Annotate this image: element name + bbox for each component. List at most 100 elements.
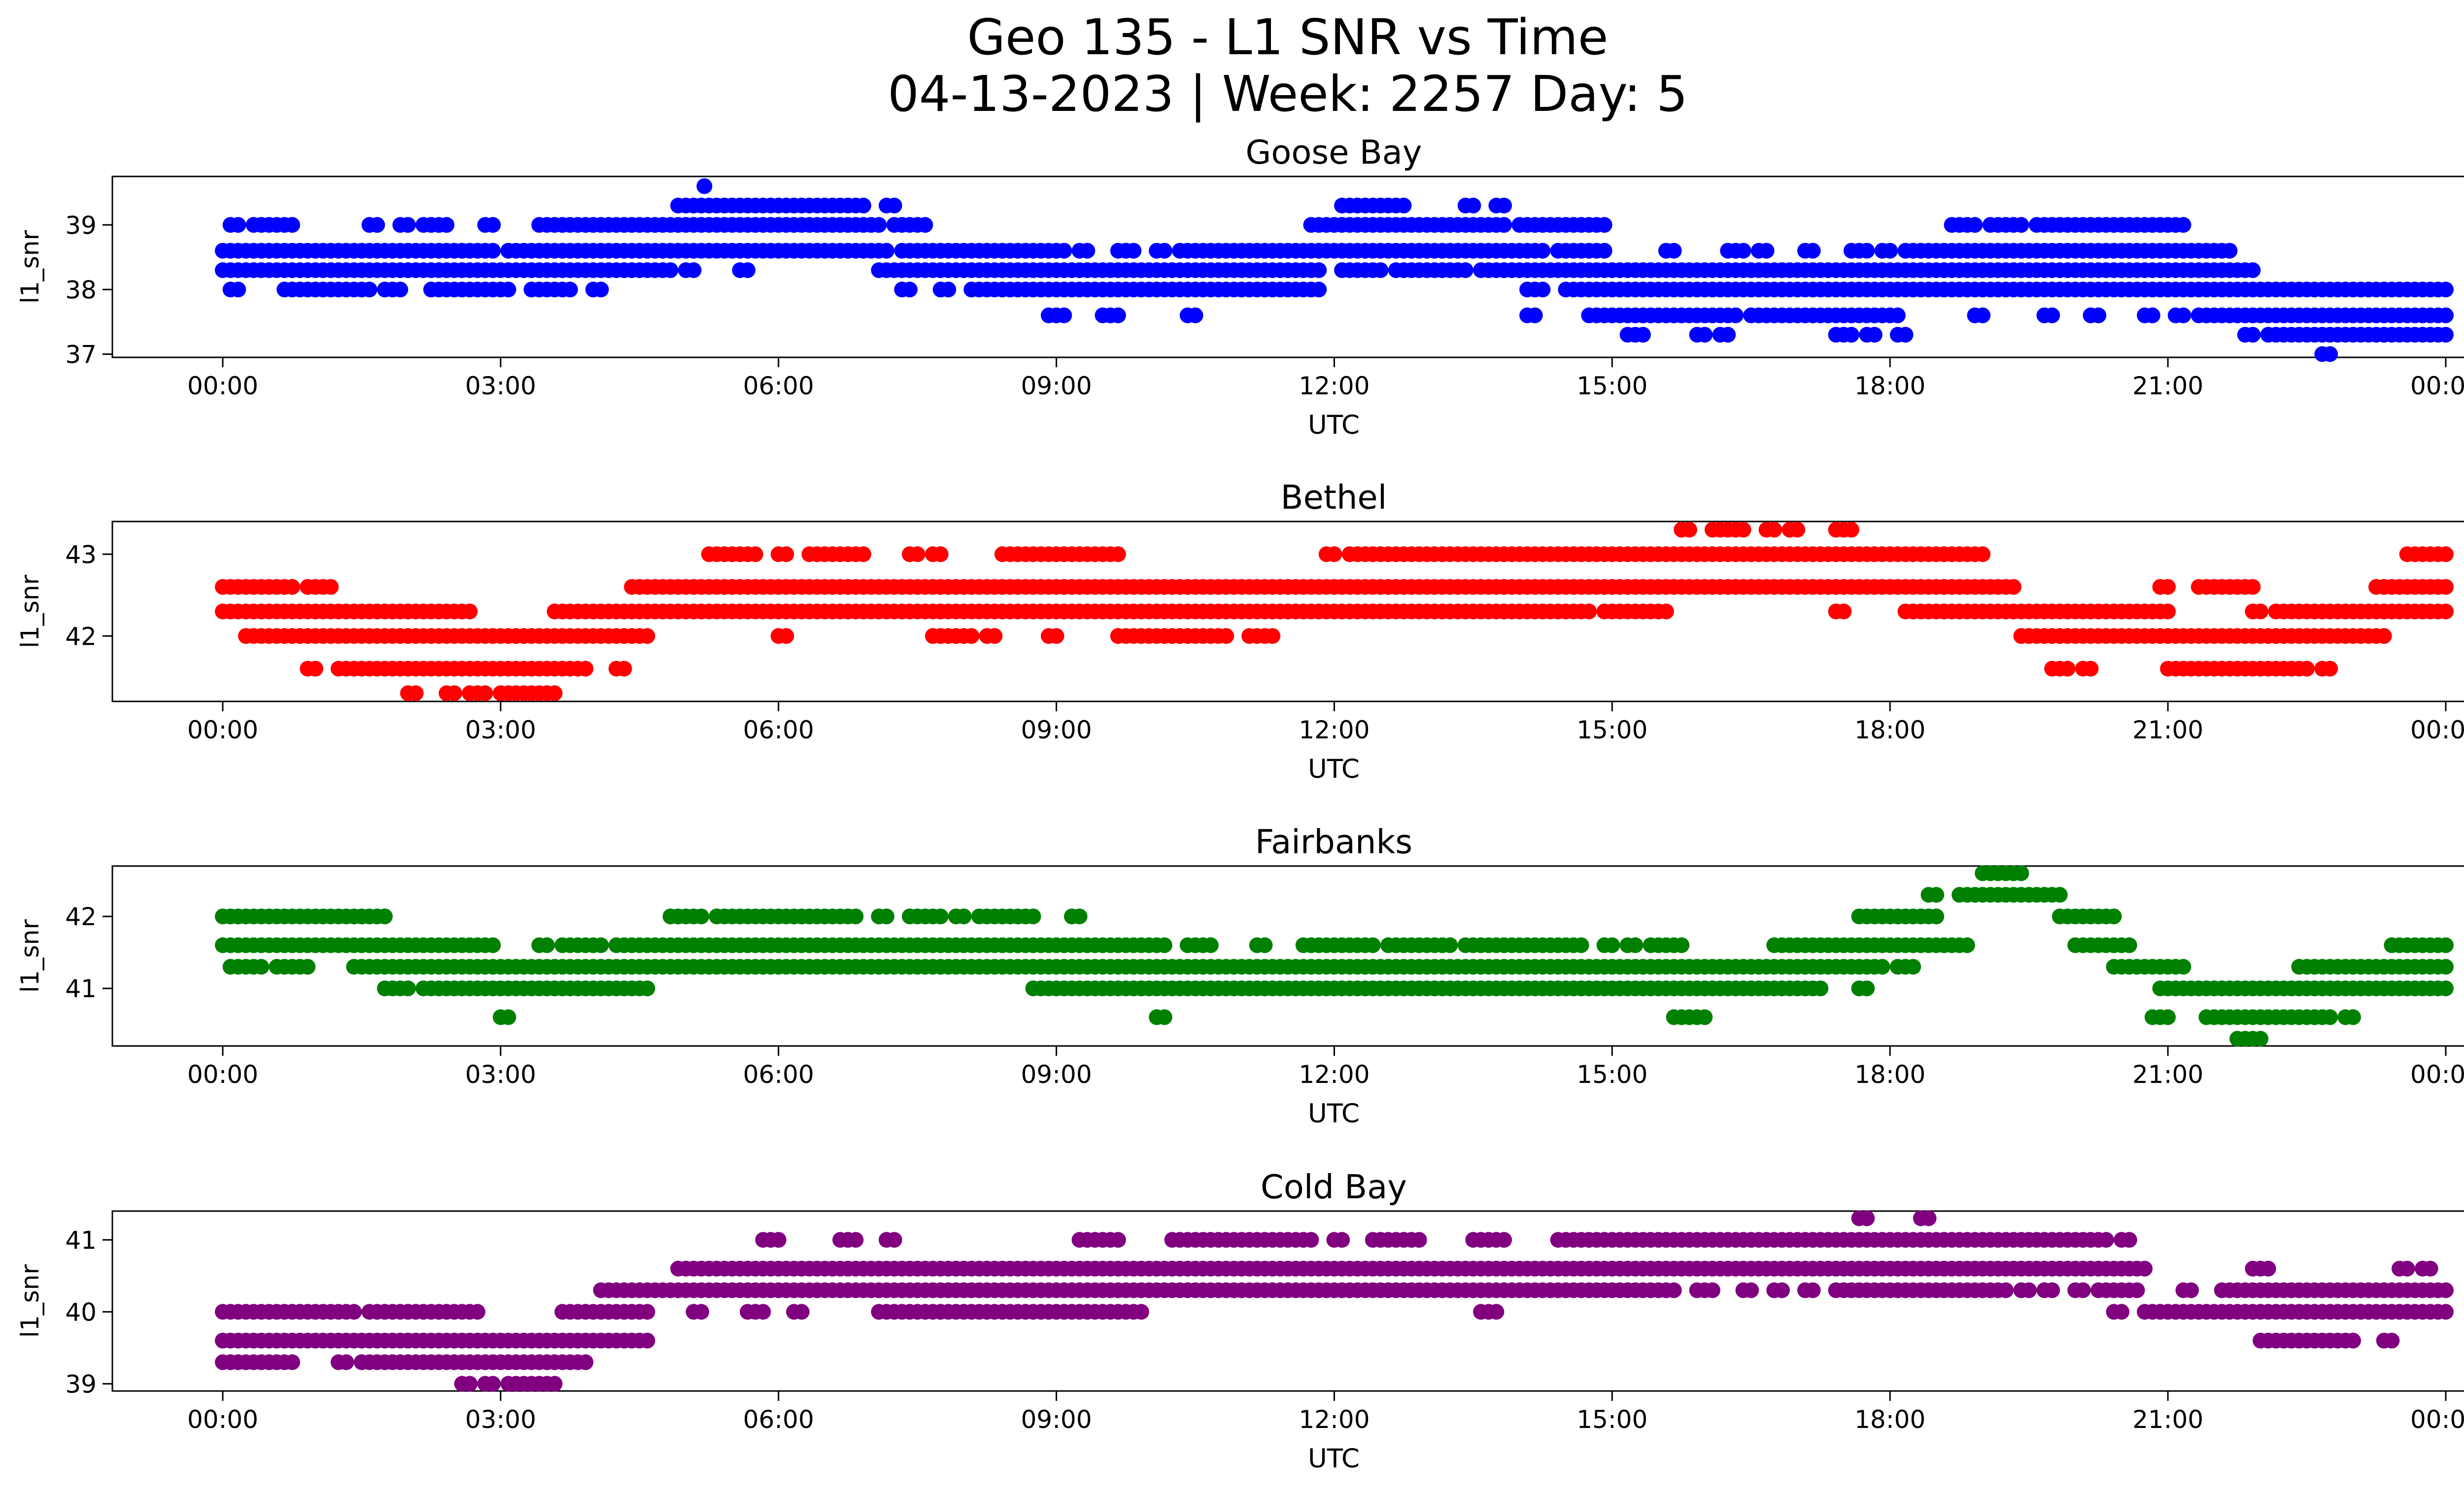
- data-point: [956, 908, 972, 925]
- data-point: [2083, 661, 2099, 677]
- data-point: [1697, 1009, 1713, 1025]
- data-point: [1805, 243, 1821, 259]
- data-point: [1187, 307, 1203, 323]
- data-point: [2253, 1031, 2269, 1047]
- data-point: [1071, 908, 1088, 925]
- panel-title: Goose Bay: [1246, 133, 1422, 172]
- data-point: [2137, 1260, 2153, 1277]
- x-tick-label: 06:00: [743, 716, 814, 744]
- data-point: [1666, 1282, 1682, 1298]
- data-point: [284, 579, 300, 595]
- data-point: [1110, 1232, 1126, 1248]
- data-point: [1411, 1232, 1427, 1248]
- x-tick-label: 06:00: [743, 372, 814, 400]
- series-points: [215, 178, 2454, 362]
- data-point: [987, 628, 1003, 644]
- data-point: [1527, 307, 1543, 323]
- data-point: [1535, 281, 1551, 298]
- data-point: [1311, 262, 1327, 278]
- data-point: [662, 262, 679, 278]
- data-point: [1596, 243, 1612, 259]
- data-point: [1928, 908, 1945, 925]
- data-point: [740, 262, 756, 278]
- y-tick-label: 40: [65, 1298, 97, 1326]
- data-point: [1048, 628, 1064, 644]
- y-axis-label: l1_snr: [16, 1264, 44, 1338]
- y-tick-label: 38: [65, 276, 97, 304]
- x-tick-label: 00:00: [2410, 1060, 2464, 1089]
- data-point: [2438, 281, 2454, 298]
- data-point: [1627, 937, 1643, 953]
- data-point: [879, 243, 894, 259]
- data-point: [693, 1304, 710, 1320]
- data-point: [2438, 307, 2454, 323]
- data-point: [2260, 1260, 2276, 1277]
- data-point: [1488, 1304, 1505, 1320]
- data-point: [2322, 1009, 2338, 1025]
- data-point: [2253, 603, 2269, 620]
- x-tick-label: 00:00: [187, 372, 258, 400]
- data-point: [871, 217, 887, 233]
- data-point: [2160, 603, 2176, 620]
- x-axis-label: UTC: [1308, 1099, 1360, 1129]
- data-point: [917, 217, 933, 233]
- panel-fairbanks: Fairbanks 00:00 03:00 06:00 09:00 12:00 15:00 1…: [16, 823, 2464, 1129]
- data-point: [1372, 262, 1389, 278]
- data-point: [1596, 217, 1612, 233]
- data-point: [562, 281, 578, 298]
- data-point: [2175, 307, 2191, 323]
- x-tick-label: 03:00: [465, 372, 536, 400]
- data-point: [578, 1354, 594, 1370]
- data-point: [747, 546, 763, 562]
- data-point: [616, 661, 632, 677]
- x-axis-label: UTC: [1308, 1444, 1360, 1474]
- data-point: [439, 217, 455, 233]
- x-tick-label: 15:00: [1576, 1060, 1647, 1089]
- data-point: [1813, 980, 1829, 997]
- data-point: [500, 281, 516, 298]
- data-point: [2245, 579, 2261, 595]
- data-point: [1897, 327, 1914, 343]
- data-point: [1365, 937, 1381, 953]
- data-point: [2384, 1332, 2400, 1349]
- data-point: [2345, 1332, 2361, 1349]
- data-point: [2013, 217, 2029, 233]
- data-point: [1681, 522, 1697, 538]
- data-point: [1496, 198, 1512, 213]
- plot-frame: [111, 865, 2464, 1047]
- data-point: [1928, 887, 1945, 903]
- data-point: [1666, 243, 1682, 259]
- data-point: [469, 1304, 485, 1320]
- data-point: [639, 1304, 655, 1320]
- series-points: [215, 865, 2454, 1047]
- x-tick-label: 15:00: [1576, 1405, 1647, 1434]
- data-point: [578, 661, 594, 677]
- data-point: [1079, 243, 1095, 259]
- figure-title-line2: 04-13-2023 | Week: 2257 Day: 5: [888, 65, 1688, 123]
- data-point: [1658, 603, 1674, 620]
- x-tick-label: 09:00: [1021, 716, 1092, 744]
- data-point: [1720, 327, 1736, 343]
- data-point: [2438, 603, 2454, 620]
- x-tick-label: 03:00: [465, 1405, 536, 1434]
- data-point: [485, 217, 501, 233]
- y-tick-label: 41: [65, 974, 97, 1003]
- data-point: [2222, 243, 2238, 259]
- data-point: [253, 959, 270, 975]
- data-point: [1959, 937, 1975, 953]
- data-point: [2438, 579, 2454, 595]
- y-tick-label: 42: [65, 622, 97, 651]
- data-point: [2438, 546, 2454, 562]
- data-point: [2183, 1282, 2199, 1298]
- data-point: [2322, 346, 2338, 362]
- data-point: [2044, 1282, 2060, 1298]
- data-point: [2175, 959, 2191, 975]
- data-point: [1025, 908, 1041, 925]
- data-point: [2245, 327, 2261, 343]
- data-point: [2175, 217, 2191, 233]
- data-point: [2422, 1260, 2438, 1277]
- x-tick-label: 00:00: [2410, 716, 2464, 744]
- data-point: [1156, 937, 1172, 953]
- x-tick-label: 09:00: [1021, 1405, 1092, 1434]
